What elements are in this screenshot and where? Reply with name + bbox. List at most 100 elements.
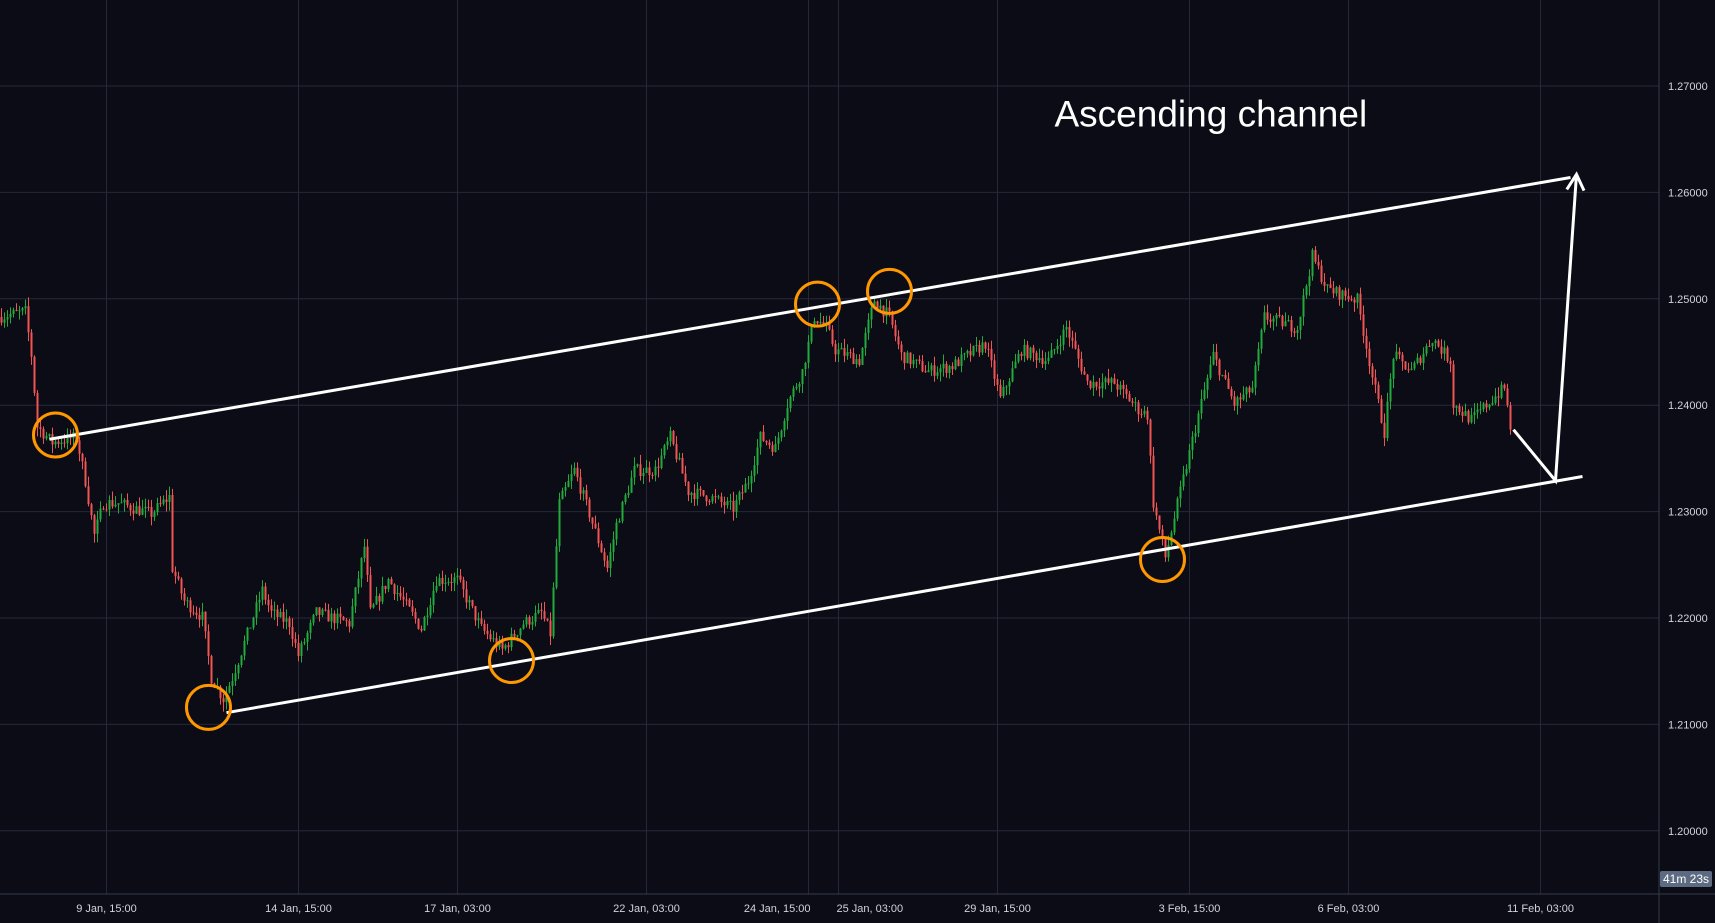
- candle-body: [1329, 284, 1332, 289]
- candle-body: [1215, 351, 1218, 360]
- candle-body: [618, 521, 621, 523]
- candle-body: [681, 457, 684, 474]
- candle-body: [246, 627, 249, 641]
- candle-body: [816, 321, 819, 324]
- drawings[interactable]: [32, 171, 1586, 731]
- candle-body: [1353, 299, 1356, 303]
- candle-body: [633, 465, 636, 478]
- candle-body: [1383, 422, 1386, 439]
- candle-body: [912, 360, 915, 365]
- candle-body: [951, 366, 954, 370]
- candle-body: [630, 477, 633, 493]
- candle-body: [981, 342, 984, 353]
- time-axis[interactable]: 9 Jan, 15:00 14 Jan, 15:00 17 Jan, 03:00 22…: [76, 903, 1574, 915]
- candle-body: [456, 575, 459, 578]
- candle-body: [480, 618, 483, 624]
- candle-body: [996, 378, 999, 385]
- touch-point-circle: [866, 267, 913, 315]
- candle-body: [1302, 295, 1305, 317]
- candle-body: [549, 620, 552, 637]
- candle-body: [1065, 327, 1068, 330]
- candle-body: [429, 605, 432, 616]
- candle-body: [1449, 361, 1452, 365]
- candle-body: [1071, 337, 1074, 341]
- candle-body: [435, 585, 438, 591]
- candle-body: [1182, 474, 1185, 487]
- candle-body: [675, 444, 678, 460]
- candle-body: [243, 640, 246, 656]
- candle-body: [324, 609, 327, 611]
- candle-body: [1155, 507, 1158, 516]
- candle-body: [687, 481, 690, 496]
- candle-body: [642, 472, 645, 476]
- candle-body: [918, 359, 921, 362]
- candle-body: [1035, 352, 1038, 361]
- candle-body: [192, 612, 195, 614]
- candle-body: [42, 428, 45, 439]
- candle-body: [84, 461, 87, 487]
- candle-body: [924, 371, 927, 373]
- candle-body: [105, 509, 108, 511]
- upper-channel-line: [49, 176, 1571, 441]
- candle-body: [1224, 374, 1227, 379]
- candle-body: [867, 319, 870, 333]
- candle-body: [921, 361, 924, 372]
- candle-body: [1332, 288, 1335, 294]
- candle-body: [1341, 290, 1344, 300]
- candle-body: [1179, 486, 1182, 499]
- candle-body: [987, 348, 990, 350]
- candle-body: [255, 602, 258, 618]
- candle-body: [789, 396, 792, 409]
- candle-body: [840, 348, 843, 350]
- candle-body: [1263, 312, 1266, 330]
- price-axis[interactable]: 1.27000 1.26000 1.25000 1.24000 1.23000 1.220…: [1668, 81, 1708, 838]
- candle-body: [1059, 344, 1062, 346]
- candle-body: [636, 464, 639, 466]
- candle-body: [507, 645, 510, 648]
- candle-body: [306, 632, 309, 642]
- candle-body: [168, 495, 171, 502]
- candle-body: [858, 358, 861, 365]
- candle-body: [984, 342, 987, 349]
- candle-body: [1368, 348, 1371, 367]
- candle-body: [720, 496, 723, 502]
- candle-body: [696, 488, 699, 500]
- candle-body: [291, 627, 294, 640]
- candle-body: [615, 522, 618, 540]
- candle-body: [993, 360, 996, 379]
- candle-body: [906, 352, 909, 364]
- candle-body: [1356, 293, 1359, 303]
- candle-body: [819, 322, 822, 324]
- candle-body: [252, 617, 255, 628]
- candle-body: [852, 353, 855, 365]
- candle-body: [573, 467, 576, 475]
- candle-body: [189, 600, 192, 613]
- candle-body: [1023, 344, 1026, 356]
- candle-body: [30, 332, 33, 357]
- candle-body: [39, 427, 42, 429]
- candle-body: [1203, 389, 1206, 399]
- candle-body: [1497, 396, 1500, 398]
- candle-body: [312, 614, 315, 623]
- candle-body: [1350, 299, 1353, 301]
- candle-body: [1287, 320, 1290, 322]
- candle-body: [1113, 378, 1116, 384]
- candle-body: [684, 473, 687, 482]
- candle-body: [423, 617, 426, 631]
- candle-body: [222, 698, 225, 703]
- candle-body: [381, 585, 384, 602]
- candle-body: [1020, 353, 1023, 356]
- candle-body: [1125, 388, 1128, 395]
- candle-body: [1038, 358, 1041, 361]
- candle-body: [396, 592, 399, 595]
- candle-body: [939, 368, 942, 373]
- y-tick-label: 1.20000: [1668, 826, 1708, 838]
- candle-body: [1053, 349, 1056, 351]
- candle-body: [1257, 348, 1260, 366]
- candle-body: [1131, 401, 1134, 403]
- candle-body: [531, 621, 534, 625]
- candle-body: [78, 440, 81, 454]
- candle-body: [567, 480, 570, 487]
- candle-body: [1275, 314, 1278, 319]
